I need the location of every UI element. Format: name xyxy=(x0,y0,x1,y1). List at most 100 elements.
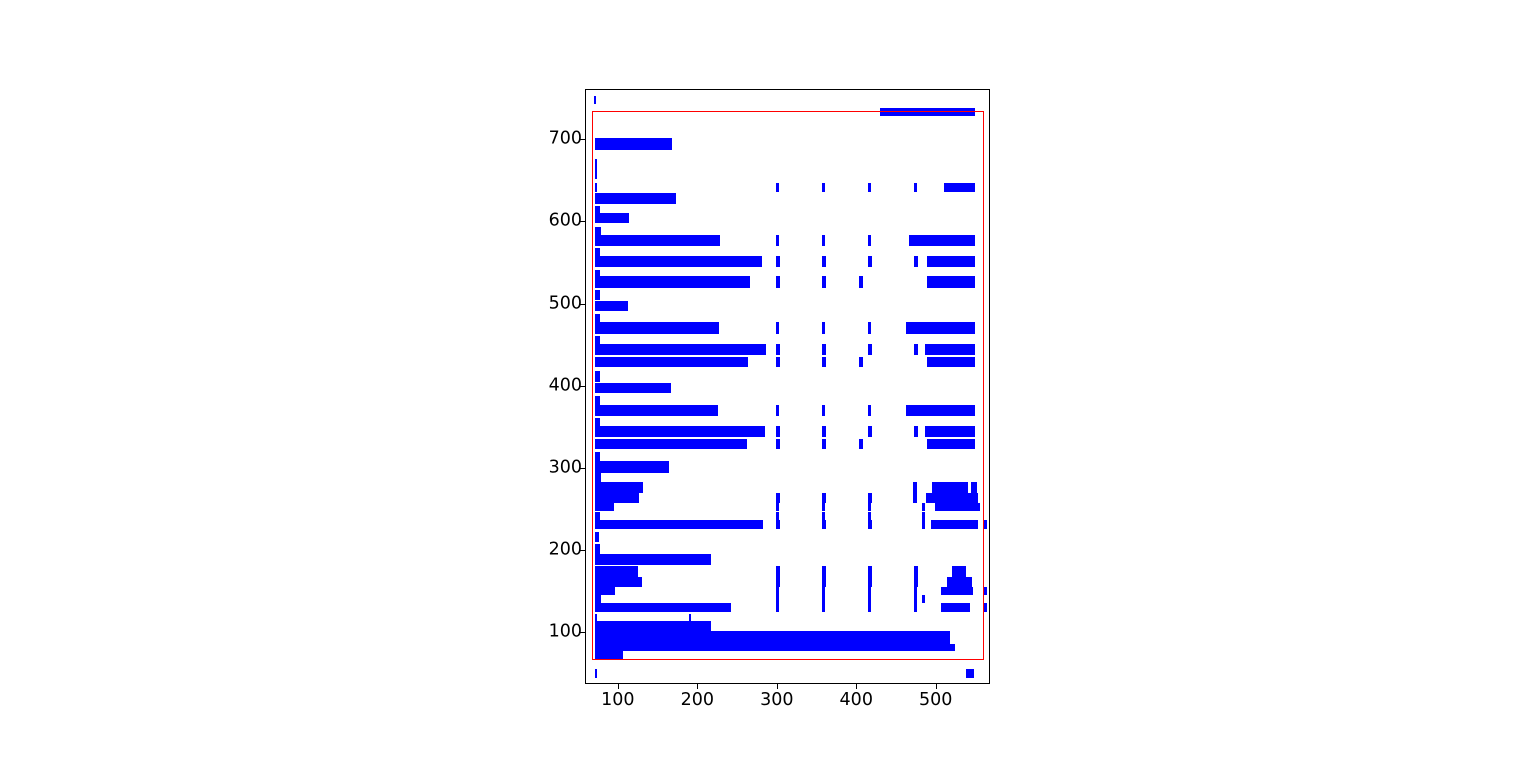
bar-segment xyxy=(775,343,780,356)
bar-segment xyxy=(775,565,780,577)
bar-segment xyxy=(593,96,597,104)
bar-segment xyxy=(941,602,970,613)
bar-segment xyxy=(965,668,974,678)
y-tick-mark xyxy=(580,467,586,469)
bar-segment xyxy=(775,519,780,530)
bar-segment xyxy=(775,322,780,334)
bar-segment xyxy=(822,438,827,450)
bar-segment xyxy=(822,602,826,613)
x-tick-label: 200 xyxy=(680,690,714,710)
bar-segment xyxy=(688,613,691,621)
bar-segment xyxy=(775,503,780,512)
bar-segment xyxy=(594,290,601,301)
bar-segment xyxy=(914,183,918,193)
bar-segment xyxy=(594,519,764,530)
bar-segment xyxy=(931,482,968,493)
y-tick-mark xyxy=(580,139,586,141)
bar-segment xyxy=(905,404,975,417)
bar-segment xyxy=(868,255,873,268)
y-tick-label: 200 xyxy=(548,539,582,560)
bar-segment xyxy=(775,234,780,247)
y-tick-mark xyxy=(580,549,586,551)
bar-segment xyxy=(775,493,780,504)
bar-segment xyxy=(594,226,602,236)
bar-segment xyxy=(594,602,732,613)
bar-segment xyxy=(594,651,623,661)
bar-segment xyxy=(914,425,919,438)
bar-segment xyxy=(822,577,827,587)
bar-segment xyxy=(868,322,872,334)
bar-segment xyxy=(594,356,749,368)
bar-segment xyxy=(594,613,598,621)
bar-segment xyxy=(822,234,826,247)
bar-segment xyxy=(775,512,780,521)
y-tick-label: 100 xyxy=(548,621,582,642)
bar-segment xyxy=(924,425,975,438)
bar-segment xyxy=(594,138,672,150)
y-tick-label: 400 xyxy=(548,374,582,395)
bar-segment xyxy=(984,602,987,613)
plot-axes[interactable]: 100 200 300 400 500 600 700 100 200 300 400 500 xyxy=(549,89,990,709)
bar-segment xyxy=(594,395,601,405)
bar-segment xyxy=(868,343,873,356)
bar-segment xyxy=(941,586,974,596)
bar-segment xyxy=(594,158,598,166)
y-tick-label: 300 xyxy=(548,457,582,478)
bar-segment xyxy=(822,493,827,504)
bar-segment xyxy=(594,554,711,566)
x-tick-label: 300 xyxy=(760,690,794,710)
bar-segment xyxy=(908,234,975,247)
bar-segment xyxy=(594,370,601,383)
bar-segment xyxy=(775,356,780,368)
bar-segment xyxy=(984,519,987,530)
bar-segment xyxy=(927,276,975,288)
y-tick-mark xyxy=(580,632,586,634)
bar-segment xyxy=(868,183,872,193)
bar-segment xyxy=(594,276,750,288)
bar-segment xyxy=(914,343,919,356)
bar-segment xyxy=(594,248,601,258)
bar-segment xyxy=(594,577,642,587)
bar-segment xyxy=(934,503,981,512)
bar-segment xyxy=(594,269,601,279)
bar-segment xyxy=(775,425,780,438)
bar-segment xyxy=(594,503,614,512)
bar-segment xyxy=(822,565,827,577)
x-tick-mark xyxy=(776,683,778,689)
y-tick-mark xyxy=(580,303,586,305)
bar-segment xyxy=(594,565,639,577)
bar-segment xyxy=(868,234,872,247)
bar-segment xyxy=(594,382,672,394)
bar-segment xyxy=(594,595,602,604)
bar-segment xyxy=(594,313,601,323)
bar-segment xyxy=(594,404,718,417)
bar-segment xyxy=(946,577,972,587)
bar-segment xyxy=(926,493,978,504)
y-axis-ticks: 100 200 300 400 500 600 700 xyxy=(549,90,989,683)
bar-segment xyxy=(775,438,780,450)
bar-segment xyxy=(594,205,600,214)
bar-segment xyxy=(822,512,826,521)
bar-segment xyxy=(859,276,864,288)
bar-segment xyxy=(868,586,872,596)
bar-segment xyxy=(822,595,826,604)
bar-segment xyxy=(594,335,601,346)
bar-segment xyxy=(822,255,827,268)
bar-segment xyxy=(594,234,720,247)
bar-segment xyxy=(922,503,925,512)
x-tick-label: 100 xyxy=(601,690,635,710)
bar-segment xyxy=(822,586,826,596)
bar-segment xyxy=(822,276,827,288)
bar-segment xyxy=(594,165,597,179)
bar-segment xyxy=(868,503,872,512)
bar-segment xyxy=(594,461,670,473)
bar-segment xyxy=(912,493,918,504)
bar-segment xyxy=(775,255,780,268)
bar-segment xyxy=(927,356,975,368)
x-tick-label: 500 xyxy=(919,690,953,710)
bar-segment xyxy=(914,586,918,596)
bar-segment xyxy=(822,183,826,193)
x-tick-mark xyxy=(935,683,937,689)
x-axis-ticks: 100 200 300 400 500 xyxy=(586,90,989,709)
bar-segment xyxy=(914,255,919,268)
